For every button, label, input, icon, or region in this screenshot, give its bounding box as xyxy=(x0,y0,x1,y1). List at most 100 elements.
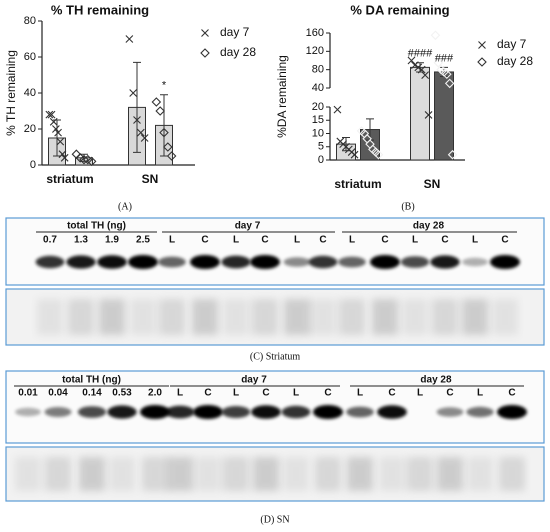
blot-band xyxy=(158,256,186,268)
lane-label: C xyxy=(388,388,395,399)
legend-label: day 7 xyxy=(220,25,250,39)
legend-marker xyxy=(200,48,210,58)
blot-band xyxy=(251,405,281,419)
loading-lane: 0.04 xyxy=(48,388,68,399)
lane-label: C xyxy=(319,235,326,246)
protein-smear xyxy=(192,299,218,335)
x-tick-label: striatum xyxy=(334,177,381,191)
protein-smear xyxy=(142,457,168,491)
protein-smear xyxy=(223,299,249,335)
chart-title: % TH remaining xyxy=(51,2,149,17)
legend-label: day 28 xyxy=(220,45,256,59)
y-tick-label: 60 xyxy=(24,51,36,63)
data-point xyxy=(140,134,149,142)
protein-smear xyxy=(68,299,94,335)
blot-band xyxy=(400,256,430,268)
loading-lane: 0.53 xyxy=(112,388,132,399)
protein-smear xyxy=(315,457,341,491)
caption: (A) xyxy=(118,201,132,212)
protein-smear xyxy=(99,299,125,335)
protein-smear xyxy=(499,457,525,491)
error-bar xyxy=(342,136,350,152)
blot-band xyxy=(466,406,494,418)
annotation: ### xyxy=(435,52,454,64)
blot-band xyxy=(377,405,407,419)
y-tick-label: 40 xyxy=(312,82,324,94)
legend-marker xyxy=(478,41,486,49)
group-label: day 28 xyxy=(413,221,445,232)
blot-band xyxy=(283,257,311,267)
loading-lane: 2.0 xyxy=(148,388,162,399)
protein-smear xyxy=(15,457,41,491)
lane-label: C xyxy=(381,235,388,246)
data-point xyxy=(54,128,62,137)
lane-label: L xyxy=(177,388,183,399)
blot-band xyxy=(66,255,96,269)
lane-label: C xyxy=(201,235,208,246)
data-point xyxy=(60,153,69,162)
protein-smear xyxy=(407,457,433,491)
lane-label: L xyxy=(233,388,239,399)
lane-label: C xyxy=(261,235,268,246)
protein-smear xyxy=(310,299,336,335)
blot-band xyxy=(490,255,520,269)
data-point xyxy=(447,149,458,160)
caption: (B) xyxy=(401,201,414,212)
protein-smear xyxy=(283,457,309,491)
caption: (D) SN xyxy=(260,514,289,525)
y-tick-label: 80 xyxy=(24,15,36,27)
protein-smear xyxy=(252,299,278,335)
y-tick-label: 0 xyxy=(318,154,324,166)
lane-label: C xyxy=(204,388,211,399)
group-label: day 7 xyxy=(235,221,261,232)
data-point xyxy=(417,65,426,74)
lane-label: C xyxy=(262,388,269,399)
blot-band xyxy=(281,405,311,419)
data-point xyxy=(424,111,433,119)
blot-band xyxy=(346,406,374,418)
data-point xyxy=(159,127,169,138)
y-tick-label: 15 xyxy=(312,114,324,126)
protein-smear xyxy=(462,299,488,335)
data-point xyxy=(58,150,67,159)
x-tick-label: SN xyxy=(142,172,159,186)
lane-label: L xyxy=(294,235,300,246)
data-point xyxy=(86,156,97,167)
chart-title: % DA remaining xyxy=(350,2,449,17)
lane-label: C xyxy=(324,388,331,399)
loading-lane: 2.5 xyxy=(136,235,150,246)
group-label: day 7 xyxy=(241,375,267,386)
protein-smear xyxy=(467,457,493,491)
data-point xyxy=(373,149,384,160)
blot-band xyxy=(190,255,220,269)
y-tick-label: 120 xyxy=(306,45,324,57)
blot-band xyxy=(430,255,460,269)
blot-band xyxy=(140,405,170,419)
y-tick-label: 0 xyxy=(30,159,36,171)
data-point xyxy=(155,106,165,116)
loading-lane: 0.14 xyxy=(82,388,102,399)
data-point xyxy=(52,125,60,133)
lane-label: L xyxy=(293,388,299,399)
blot-band xyxy=(44,407,72,417)
x-tick-label: SN xyxy=(424,177,441,191)
protein-smear xyxy=(79,457,105,491)
protein-smear xyxy=(372,299,398,335)
protein-smear xyxy=(432,299,458,335)
data-point xyxy=(350,150,359,159)
blot-band xyxy=(370,255,400,269)
blot-band xyxy=(221,406,251,418)
data-point xyxy=(414,63,423,72)
group-label: day 28 xyxy=(420,375,452,386)
data-point xyxy=(163,142,173,152)
data-point xyxy=(136,128,145,137)
loading-lane: 1.9 xyxy=(105,235,119,246)
annotation: * xyxy=(162,80,167,92)
lane-label: L xyxy=(349,235,355,246)
data-point xyxy=(56,137,65,146)
protein-smear xyxy=(253,457,279,491)
data-point xyxy=(407,56,416,65)
data-point xyxy=(79,154,89,165)
lane-label: L xyxy=(477,388,483,399)
